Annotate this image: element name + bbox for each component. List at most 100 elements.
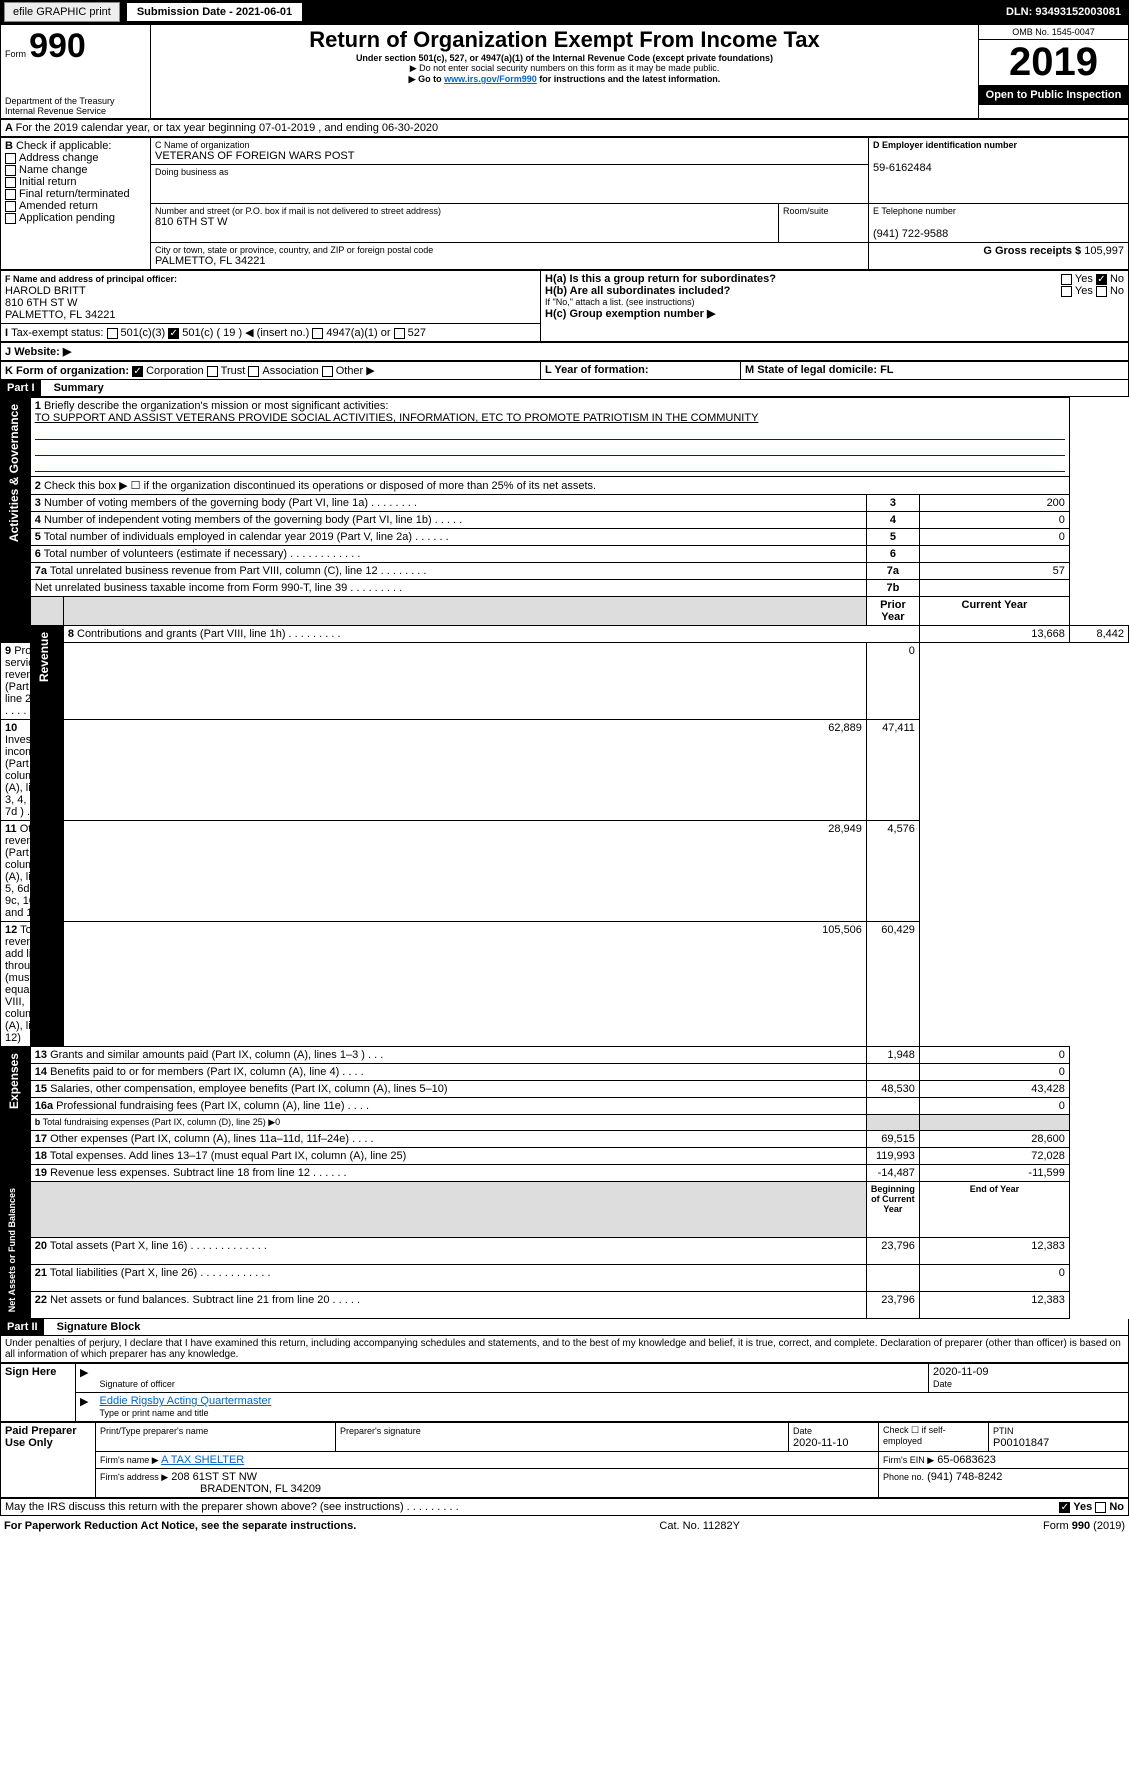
firmphone-lbl: Phone no. — [883, 1472, 924, 1482]
b-label: B — [5, 140, 16, 152]
footer-c: Form 990 (2019) — [1043, 1520, 1125, 1532]
firm-addr2: BRADENTON, FL 34209 — [100, 1483, 321, 1495]
e14t: Benefits paid to or for members (Part IX… — [50, 1066, 364, 1078]
n21t: Total liabilities (Part X, line 26) . . … — [50, 1267, 271, 1279]
k-trust[interactable] — [207, 366, 218, 377]
r9n: 9 — [5, 645, 11, 657]
klm-row: K Form of organization: ✓Corporation Tru… — [0, 361, 1129, 380]
i-501c[interactable]: ✓ — [168, 328, 179, 339]
e16ac: 0 — [919, 1098, 1069, 1115]
opt-amended: Amended return — [19, 200, 98, 212]
pt-lbl: Print/Type preparer's name — [100, 1426, 208, 1436]
officer-city: PALMETTO, FL 34221 — [5, 309, 115, 321]
ha-no[interactable]: ✓ — [1096, 274, 1107, 285]
part2-sub: Signature Block — [47, 1321, 141, 1333]
ha-yes[interactable] — [1061, 274, 1072, 285]
n22t: Net assets or fund balances. Subtract li… — [50, 1294, 360, 1306]
g7ab: 7a — [866, 563, 919, 580]
l-lbl: L Year of formation: — [545, 364, 649, 376]
g5b: 5 — [866, 529, 919, 546]
sign-here-lbl: Sign Here — [1, 1364, 76, 1422]
q1: Briefly describe the organization's miss… — [44, 400, 388, 412]
mission: TO SUPPORT AND ASSIST VETERANS PROVIDE S… — [35, 412, 759, 424]
n20t: Total assets (Part X, line 16) . . . . .… — [50, 1240, 267, 1252]
cb-final[interactable] — [5, 189, 16, 200]
firm-name[interactable]: A TAX SHELTER — [161, 1454, 244, 1466]
ps-lbl: Preparer's signature — [340, 1426, 421, 1436]
discuss-yes[interactable]: ✓ — [1059, 1502, 1070, 1513]
firmaddr-lbl: Firm's address ▶ — [100, 1472, 168, 1482]
dln: DLN: 93493152003081 — [1006, 6, 1127, 18]
r10t: Investment income (Part VIII, column (A)… — [5, 734, 59, 818]
firm-lbl: Firm's name ▶ — [100, 1455, 159, 1465]
cb-name[interactable] — [5, 165, 16, 176]
r8t: Contributions and grants (Part VIII, lin… — [77, 628, 341, 640]
r12t: Total revenue—add lines 8 through 11 (mu… — [5, 924, 58, 1044]
e15t: Salaries, other compensation, employee b… — [50, 1083, 447, 1095]
org-name: VETERANS OF FOREIGN WARS POST — [155, 150, 864, 162]
efile-btn[interactable]: efile GRAPHIC print — [4, 2, 120, 22]
firm-addr: 208 61ST ST NW — [171, 1471, 257, 1483]
g4b: 4 — [866, 512, 919, 529]
col-end: End of Year — [919, 1182, 1069, 1238]
officer-printed[interactable]: Eddie Rigsby Acting Quartermaster — [100, 1395, 272, 1407]
g7at: Total unrelated business revenue from Pa… — [50, 565, 427, 577]
hb-yes[interactable] — [1061, 286, 1072, 297]
e13n: 13 — [35, 1049, 47, 1061]
i-4947[interactable] — [312, 328, 323, 339]
hb: H(b) Are all subordinates included? — [545, 285, 730, 297]
g3v: 200 — [919, 495, 1069, 512]
i-o2: 501(c) ( 19 ) ◀ (insert no.) — [182, 327, 309, 339]
sig-officer-lbl: Signature of officer — [100, 1379, 175, 1389]
entity-block: B Check if applicable: Address change Na… — [0, 137, 1129, 270]
e13p: 1,948 — [866, 1047, 919, 1064]
i-501c3[interactable] — [107, 328, 118, 339]
ptin-lbl: PTIN — [993, 1426, 1014, 1436]
e19p: -14,487 — [866, 1165, 919, 1182]
ptin: P00101847 — [993, 1437, 1049, 1449]
k-assoc[interactable] — [248, 366, 259, 377]
ha: H(a) Is this a group return for subordin… — [545, 273, 776, 285]
e14p — [866, 1064, 919, 1081]
e16at: Professional fundraising fees (Part IX, … — [56, 1100, 369, 1112]
e16bc — [919, 1115, 1069, 1131]
col-prior: Prior Year — [866, 597, 919, 626]
discuss-no[interactable] — [1095, 1502, 1106, 1513]
part2-bar: Part II — [1, 1319, 44, 1335]
cb-pending[interactable] — [5, 213, 16, 224]
k-corp[interactable]: ✓ — [132, 366, 143, 377]
gross-receipts: 105,997 — [1084, 245, 1124, 257]
q2: Check this box ▶ ☐ if the organization d… — [44, 480, 596, 492]
i-527[interactable] — [394, 328, 405, 339]
e18t: Total expenses. Add lines 13–17 (must eq… — [50, 1150, 406, 1162]
hb-no[interactable] — [1096, 286, 1107, 297]
e17c: 28,600 — [919, 1131, 1069, 1148]
e16bp — [866, 1115, 919, 1131]
n20n: 20 — [35, 1240, 47, 1252]
hb-no-lbl: No — [1110, 285, 1124, 297]
cb-amended[interactable] — [5, 201, 16, 212]
cb-initial[interactable] — [5, 177, 16, 188]
e18n: 18 — [35, 1150, 47, 1162]
sig-date2: 2020-11-10 — [793, 1437, 848, 1449]
r10n: 10 — [5, 722, 17, 734]
sign-here: Sign Here ▶ Signature of officer 2020-11… — [0, 1363, 1129, 1422]
note2: ▶ Go to www.irs.gov/Form990 for instruct… — [155, 74, 974, 85]
e15p: 48,530 — [866, 1081, 919, 1098]
opt-final: Final return/terminated — [19, 188, 130, 200]
firm-ein: 65-0683623 — [937, 1454, 996, 1466]
k-other[interactable] — [322, 366, 333, 377]
side-rev: Revenue — [35, 628, 53, 686]
irs-link[interactable]: www.irs.gov/Form990 — [444, 74, 537, 84]
city-lbl: City or town, state or province, country… — [155, 245, 864, 255]
efile-header: efile GRAPHIC print Submission Date - 20… — [0, 0, 1129, 24]
part1-sub: Summary — [44, 382, 104, 394]
street: 810 6TH ST W — [155, 216, 774, 228]
name-lbl: Type or print name and title — [100, 1408, 209, 1418]
ein: 59-6162484 — [873, 162, 1124, 174]
e13t: Grants and similar amounts paid (Part IX… — [50, 1049, 383, 1061]
cb-address[interactable] — [5, 153, 16, 164]
r9p — [63, 643, 866, 720]
j-text: Website: ▶ — [14, 346, 71, 358]
n21p — [866, 1264, 919, 1291]
